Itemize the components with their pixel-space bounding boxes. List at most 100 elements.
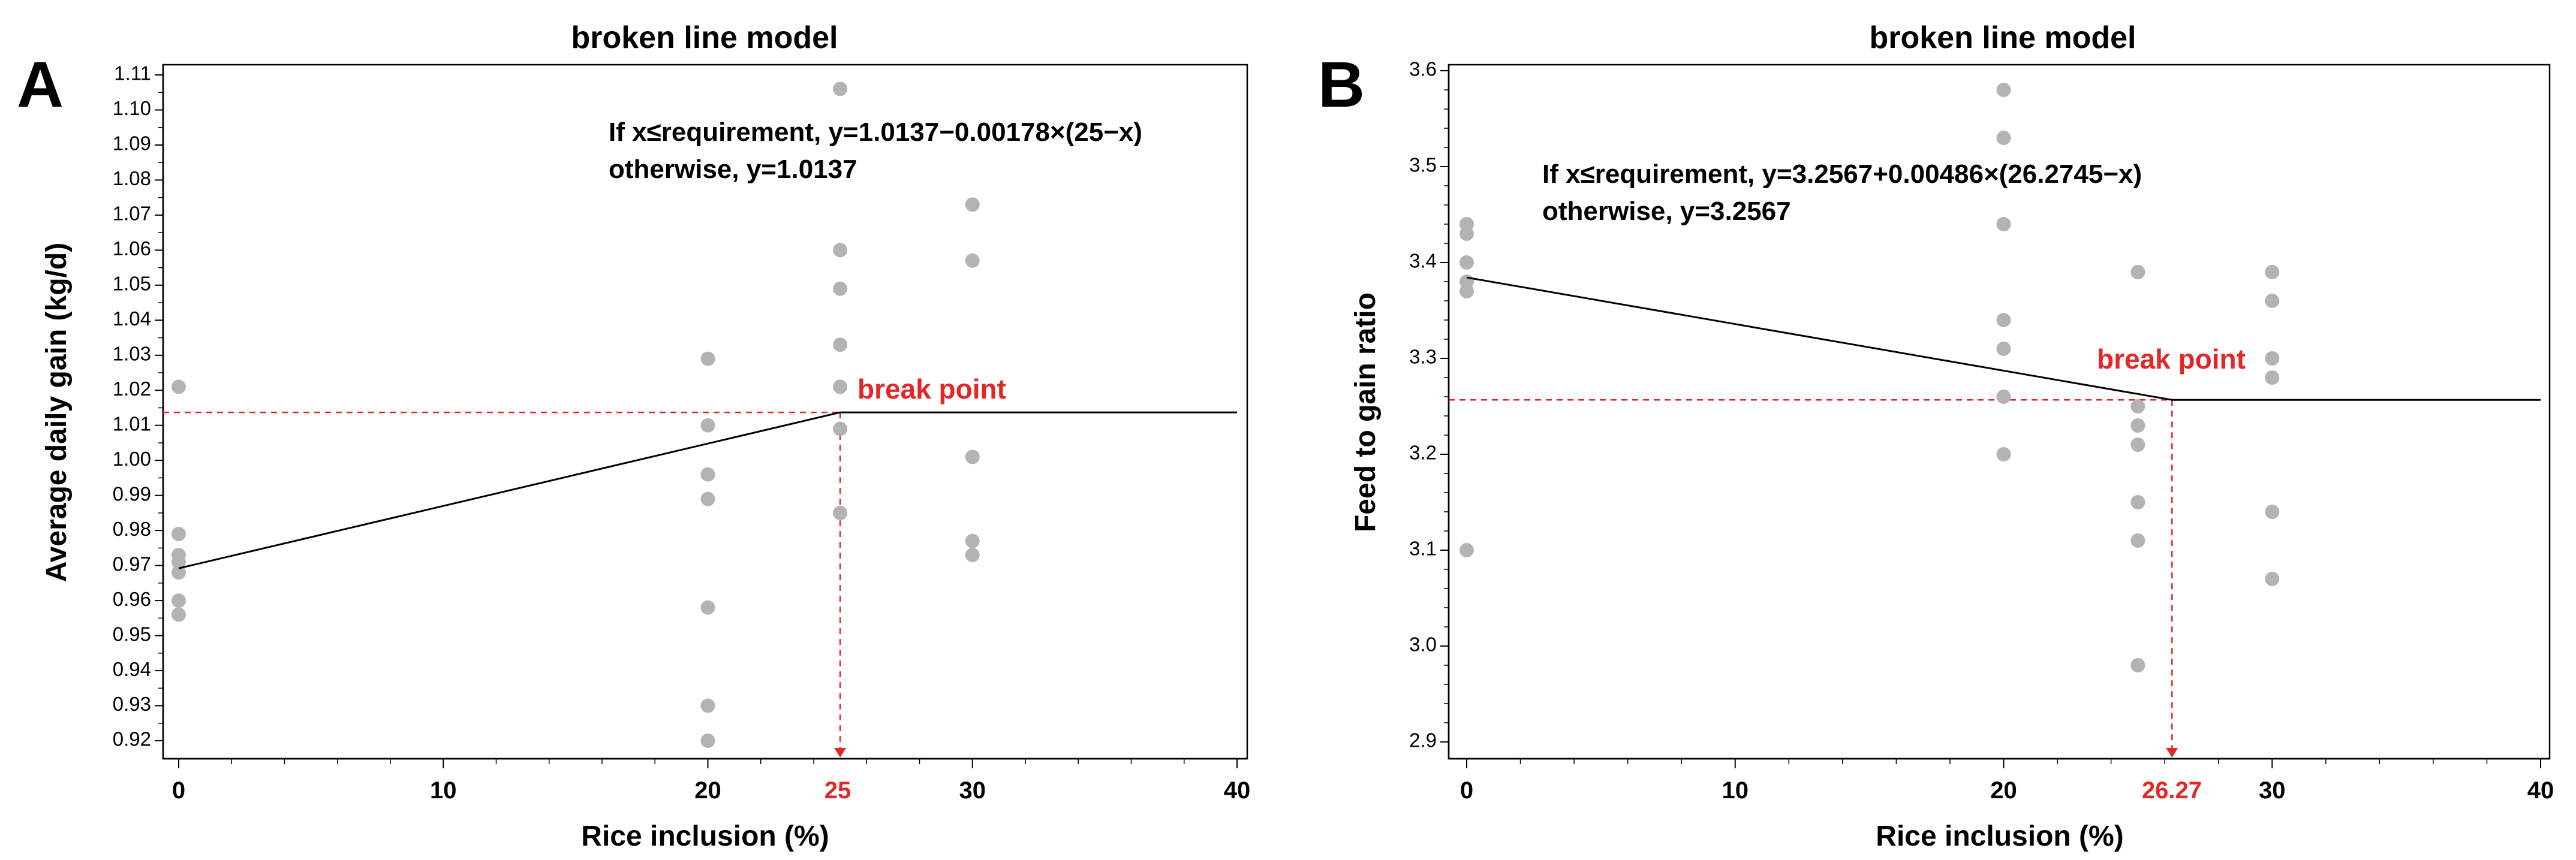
y-tick-label: 3.6: [1409, 58, 1437, 80]
data-point: [1996, 83, 2011, 97]
data-point: [1996, 217, 2011, 231]
y-tick-label: 1.07: [113, 203, 151, 225]
data-point: [965, 548, 980, 563]
data-point: [2265, 265, 2280, 279]
panel-b-equation-line-2: otherwise, y=3.2567: [1542, 197, 1791, 226]
panel-b-x-axis-title: Rice inclusion (%): [1876, 820, 2123, 852]
y-tick-label: 0.98: [113, 518, 151, 540]
data-point: [833, 243, 848, 258]
data-point: [1459, 543, 1474, 557]
y-tick-label: 1.01: [113, 412, 151, 434]
y-tick-label: 0.95: [113, 623, 151, 645]
panel-a: A broken line model 0.92 0.93 0.94 0.95 0.96…: [17, 20, 1250, 852]
y-tick-label: 1.05: [113, 273, 151, 295]
data-point: [171, 527, 186, 542]
panel-b-y-axis-title: Feed to gain ratio: [1350, 292, 1382, 532]
data-point: [1996, 390, 2011, 404]
panel-a-equation-line-1: If x≤requirement, y=1.0137−0.00178×(25−x…: [609, 117, 1142, 147]
panel-a-data-points: [171, 82, 980, 748]
data-point: [2130, 265, 2145, 279]
data-point: [1996, 342, 2011, 356]
panel-a-break-guides: [163, 411, 847, 758]
panel-b-break-guides: [1449, 399, 2178, 758]
x-tick-label: 20: [1990, 777, 2017, 804]
panel-a-letter: A: [17, 48, 64, 120]
panel-a-break-point-x-label: 25: [824, 777, 851, 804]
break-point-arrow-icon: [2166, 748, 2178, 758]
y-tick-label: 1.02: [113, 378, 151, 400]
data-point: [700, 467, 715, 482]
y-tick-label: 1.11: [114, 62, 151, 85]
panel-a-break-point-label: break point: [857, 373, 1006, 405]
x-tick-label: 20: [694, 777, 721, 804]
break-point-arrow-icon: [834, 748, 847, 758]
y-tick-label: 1.04: [113, 307, 151, 330]
panel-a-x-axis: 0 10 20 30 40: [163, 758, 1251, 804]
data-point: [2130, 658, 2145, 672]
panel-b-title: broken line model: [1870, 20, 2136, 55]
panel-b-equation-line-1: If x≤requirement, y=3.2567+0.00486×(26.2…: [1542, 159, 2142, 189]
y-tick-label: 3.5: [1409, 154, 1437, 176]
data-point: [2265, 294, 2280, 308]
y-tick-label: 0.97: [113, 553, 151, 575]
y-tick-label: 1.10: [113, 97, 151, 119]
data-point: [965, 533, 980, 548]
y-tick-label: 3.0: [1409, 633, 1437, 656]
panel-b-y-axis: 2.9 3.0 3.1 3.2 3.3 3.4 3.5 3.6: [1409, 58, 1450, 759]
y-tick-label: 0.92: [113, 728, 151, 750]
data-point: [1996, 131, 2011, 145]
data-point: [2265, 572, 2280, 586]
y-tick-label: 3.2: [1409, 442, 1437, 464]
x-tick-label: 30: [959, 777, 986, 804]
x-tick-label: 40: [1224, 777, 1251, 804]
panel-b-break-point-label: break point: [2097, 343, 2246, 375]
y-tick-label: 3.3: [1409, 346, 1437, 368]
data-point: [1996, 447, 2011, 461]
data-point: [700, 698, 715, 713]
data-point: [2265, 351, 2280, 366]
data-point: [700, 491, 715, 506]
data-point: [2130, 533, 2145, 548]
x-tick-label: 0: [1460, 777, 1473, 804]
x-tick-label: 30: [2259, 777, 2286, 804]
panel-a-y-axis: 0.92 0.93 0.94 0.95 0.96 0.97 0.98 0.99 1.00 1.01…: [113, 62, 164, 759]
data-point: [1459, 227, 1474, 241]
data-point: [171, 607, 186, 622]
y-tick-label: 3.1: [1409, 538, 1437, 560]
data-point: [2130, 399, 2145, 414]
data-point: [2265, 370, 2280, 385]
data-point: [700, 418, 715, 433]
x-tick-label: 0: [172, 777, 185, 804]
data-point: [833, 337, 848, 352]
y-tick-label: 2.9: [1409, 729, 1437, 752]
y-tick-label: 0.96: [113, 588, 151, 610]
panel-b-data-points: [1459, 83, 2280, 672]
data-point: [171, 565, 186, 580]
y-tick-label: 3.4: [1409, 250, 1437, 272]
panel-b-fit-line: [1466, 276, 2541, 401]
panel-b-letter: B: [1318, 48, 1365, 120]
x-tick-label: 10: [430, 777, 457, 804]
y-tick-label: 1.09: [113, 132, 151, 155]
data-point: [1459, 284, 1474, 298]
y-tick-label: 1.00: [113, 448, 151, 470]
data-point: [700, 351, 715, 366]
data-point: [2130, 437, 2145, 452]
data-point: [2130, 495, 2145, 509]
data-point: [833, 421, 848, 436]
x-tick-label: 10: [1722, 777, 1749, 804]
data-point: [965, 449, 980, 464]
x-tick-label: 40: [2527, 777, 2554, 804]
y-tick-label: 1.03: [113, 343, 151, 365]
panel-a-equation-line-2: otherwise, y=1.0137: [609, 155, 857, 184]
data-point: [2130, 418, 2145, 433]
panel-b: B broken line model 2.9 3.0 3.1 3.2 3.3 3.4 3.…: [1318, 20, 2554, 852]
y-tick-label: 1.08: [113, 167, 151, 189]
y-tick-label: 1.06: [113, 237, 151, 259]
data-point: [965, 197, 980, 212]
data-point: [171, 379, 186, 394]
panel-a-fit-line: [178, 411, 1237, 569]
data-point: [700, 734, 715, 748]
data-point: [2265, 505, 2280, 519]
